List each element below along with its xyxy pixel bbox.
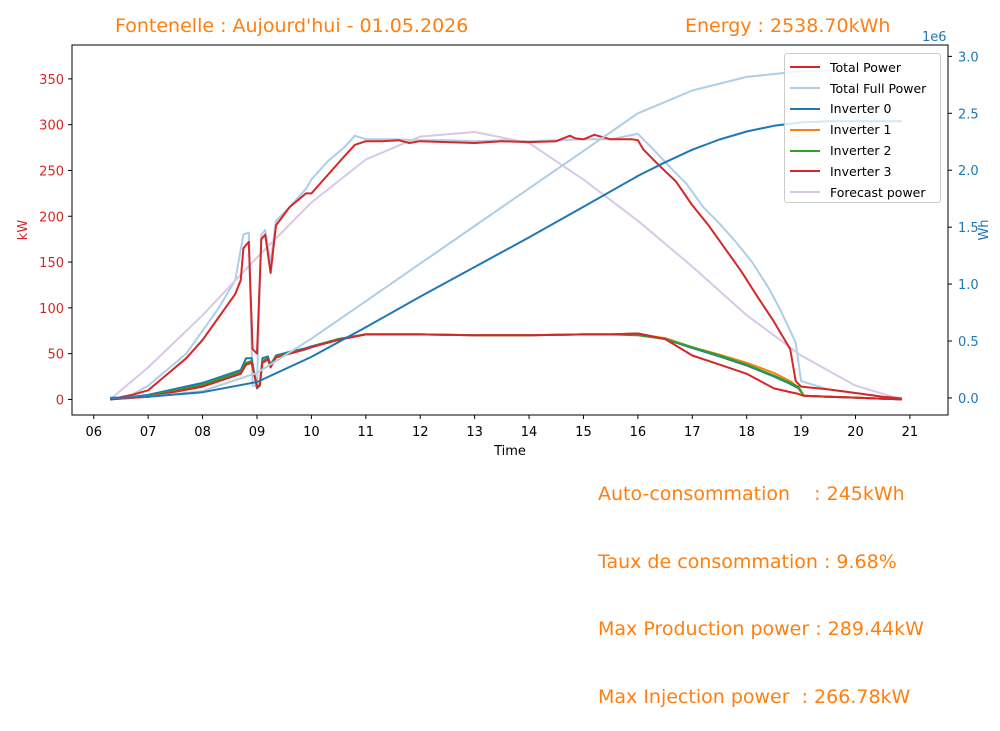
legend-swatch — [790, 128, 820, 131]
energy-total: Energy : 2538.70kWh — [685, 15, 891, 37]
x-tick-label: 16 — [630, 425, 647, 440]
y-tick-label: 300 — [39, 119, 64, 134]
y-axis-label: kW — [16, 220, 31, 241]
x-tick-label: 14 — [521, 425, 538, 440]
x-tick-label: 21 — [902, 425, 919, 440]
legend-swatch — [790, 87, 820, 90]
x-tick-label: 08 — [194, 425, 211, 440]
legend-label: Total Full Power — [830, 80, 927, 96]
legend-swatch — [790, 191, 820, 194]
y-tick-label: 100 — [39, 302, 64, 317]
legend-label: Inverter 0 — [830, 101, 892, 117]
y2-tick-label: 0.5 — [958, 335, 979, 350]
y-tick-label: 250 — [39, 164, 64, 179]
x-tick-label: 20 — [847, 425, 864, 440]
chart-title: Fontenelle : Aujourd'hui - 01.05.2026 — [115, 15, 469, 37]
series-line-6 — [109, 133, 902, 401]
legend-label: Inverter 2 — [830, 143, 892, 159]
legend-label: Forecast power — [830, 184, 926, 200]
y-tick-label: 150 — [39, 256, 64, 271]
series-line-0 — [109, 132, 902, 401]
y2-offset-label: 1e6 — [922, 30, 947, 45]
x-tick-label: 11 — [358, 425, 375, 440]
legend-swatch — [790, 149, 820, 152]
stats-panel: Auto-consommation : 245kWh Taux de conso… — [598, 438, 924, 731]
max-injection-stat: Max Injection power : 266.78kW — [598, 685, 911, 708]
y-tick-label: 350 — [39, 73, 64, 88]
y2-tick-label: 2.0 — [958, 164, 979, 179]
legend-entry: Inverter 0 — [790, 99, 940, 120]
autoconsumption-stat: Auto-consommation : 245kWh — [598, 483, 905, 505]
legend-swatch — [790, 170, 820, 173]
legend-label: Total Power — [830, 59, 901, 75]
x-tick-label: 07 — [140, 425, 157, 440]
plot-frame — [71, 44, 949, 416]
max-production-stat: Max Production power : 289.44kW — [598, 618, 924, 640]
legend-entry: Total Power — [790, 57, 940, 78]
chart-canvas: 06 07 08 09 10 11 12 13 14 15 16 17 18 19 20 21 0 50 100 15… — [16, 30, 992, 459]
x-tick-label: 09 — [249, 425, 266, 440]
legend-entry: Total Full Power — [790, 78, 940, 99]
axes: 06 07 08 09 10 11 12 13 14 15 16 17 18 19 20 21 0 50 100 15… — [16, 30, 992, 459]
y2-tick-label: 3.0 — [958, 50, 979, 65]
y2-axis-label: Wh — [977, 219, 992, 240]
y2-tick-label: 1.0 — [958, 278, 979, 293]
x-tick-label: 19 — [793, 425, 810, 440]
x-tick-label: 10 — [303, 425, 320, 440]
legend-label: Inverter 1 — [830, 122, 892, 138]
legend-label: Inverter 3 — [830, 163, 892, 179]
y-tick-label: 0 — [56, 393, 64, 408]
x-tick-label: 17 — [684, 425, 701, 440]
y-tick-label: 200 — [39, 210, 64, 225]
legend-swatch — [790, 107, 820, 110]
x-axis-label: Time — [493, 444, 526, 459]
legend-entry: Inverter 2 — [790, 140, 940, 161]
series-line-7 — [110, 69, 902, 399]
x-tick-label: 18 — [738, 425, 755, 440]
x-tick-label: 12 — [412, 425, 429, 440]
x-tick-label: 15 — [575, 425, 592, 440]
y-tick-label: 50 — [47, 348, 64, 363]
y2-tick-label: 2.5 — [958, 107, 979, 122]
legend-entry: Inverter 1 — [790, 119, 940, 140]
x-tick-label: 13 — [466, 425, 483, 440]
y2-tick-label: 0.0 — [958, 392, 979, 407]
legend-entry: Forecast power — [790, 182, 940, 203]
x-tick-label: 06 — [85, 425, 102, 440]
y2-tick-label: 1.5 — [958, 221, 979, 236]
chart-legend: Total Power Total Full Power Inverter 0 Inv… — [784, 53, 941, 203]
legend-swatch — [790, 66, 820, 69]
consumption-rate-stat: Taux de consommation : 9.68% — [598, 550, 897, 573]
legend-entry: Inverter 3 — [790, 161, 940, 182]
series-line-5 — [110, 332, 902, 401]
series-line-1 — [109, 131, 903, 401]
